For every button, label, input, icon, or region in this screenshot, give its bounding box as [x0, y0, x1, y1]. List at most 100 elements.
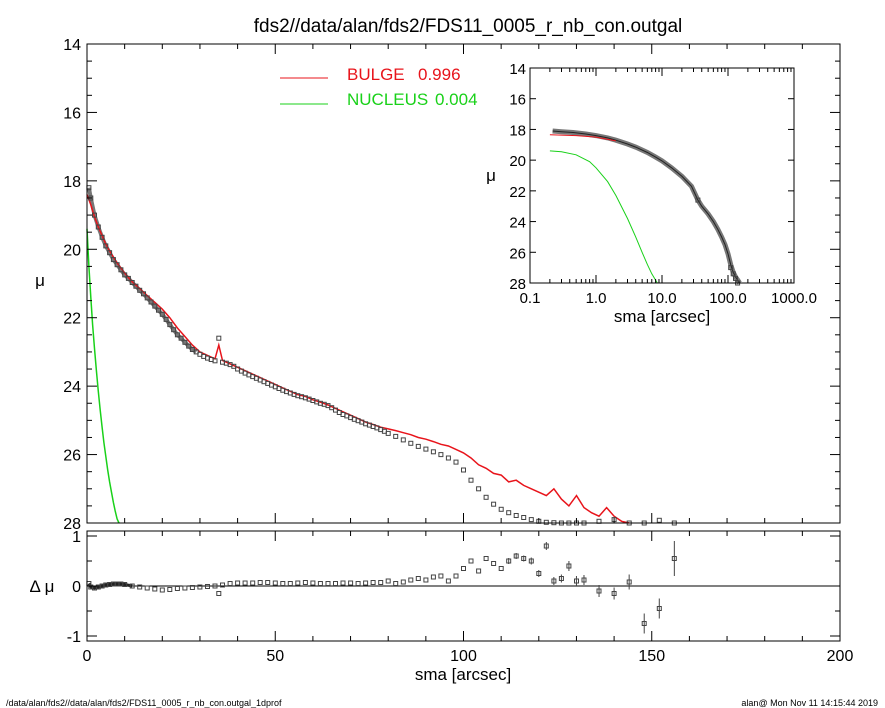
residual-xlabel: sma [arcsec]: [415, 665, 511, 684]
main-ytick-label: 14: [63, 37, 81, 54]
data-point: [385, 430, 391, 436]
data-point: [107, 250, 113, 256]
data-point: [415, 443, 421, 449]
residual-point: [216, 591, 222, 596]
residual-point: [205, 584, 210, 589]
residual-point: [506, 558, 512, 564]
residual-point: [348, 580, 354, 586]
data-point: [114, 262, 120, 268]
residual-point: [445, 578, 451, 584]
data-point: [656, 517, 662, 523]
residual-ytick-label: -1: [67, 629, 81, 646]
residual-point: [656, 606, 662, 611]
inset-curves: [549, 128, 742, 286]
data-point: [498, 506, 504, 512]
residual-point: [483, 556, 489, 561]
legend-nucleus-name: NUCLEUS: [347, 90, 428, 109]
data-point: [110, 257, 116, 263]
nucleus-model-line: [86, 228, 120, 524]
residual-point: [355, 581, 361, 586]
data-point: [408, 440, 414, 446]
residual-point: [558, 576, 564, 581]
residual-point: [626, 579, 632, 585]
inset-ytick-label: 18: [509, 122, 526, 139]
residual-point: [242, 580, 248, 586]
residual-point: [189, 585, 195, 590]
inset-ytick-label: 24: [509, 215, 526, 232]
residual-point: [461, 566, 466, 571]
data-point: [491, 501, 497, 507]
residual-point: [250, 580, 256, 586]
data-point: [171, 327, 177, 333]
data-point: [144, 295, 150, 301]
inset-ytick-label: 16: [509, 92, 526, 109]
data-point: [216, 335, 222, 341]
residual-point: [423, 577, 429, 583]
residual-point: [528, 558, 534, 564]
inset-data-line: [552, 130, 741, 284]
residual-point: [167, 587, 173, 592]
main-panel: 14 16 18 20 22 24 26 28 μ BULGE 0.996 NUCLEUS 0…: [35, 37, 841, 533]
residual-point: [174, 586, 180, 591]
residual-point: [574, 578, 579, 584]
inset-xtick-label: 1.0: [586, 290, 607, 307]
residual-point: [152, 586, 158, 592]
residual-point: [182, 585, 188, 591]
inset-data-point: [730, 271, 736, 277]
residual-xtick-label: 150: [638, 648, 665, 665]
residual-point: [302, 580, 308, 585]
residual-point: [295, 580, 301, 586]
residual-point: [287, 581, 293, 586]
data-band: [86, 187, 198, 354]
residual-point: [317, 581, 323, 586]
residual-point: [257, 580, 263, 585]
residual-point: [521, 556, 527, 561]
footer-user-date: alan@ Mon Nov 11 14:15:44 2019: [741, 698, 878, 708]
inset-xtick-label: 100.0: [709, 290, 747, 307]
residual-point: [280, 581, 286, 586]
data-point: [521, 515, 527, 520]
inset-ytick-label: 14: [509, 61, 526, 78]
residual-point: [227, 581, 233, 586]
residual-point: [543, 543, 549, 549]
data-point: [148, 299, 154, 305]
residual-point: [159, 587, 165, 593]
residual-point: [453, 573, 459, 579]
data-point: [141, 291, 146, 297]
inset-panel: 14 16 18 20 22 24 26 280.1 1.0 10.0 100.0 1000.0 sm…: [486, 61, 817, 326]
residual-point: [498, 566, 504, 571]
residual-point: [536, 571, 542, 576]
data-point: [159, 311, 165, 317]
residual-point: [212, 583, 218, 589]
residual-point: [468, 558, 474, 564]
inset-xtick-label: 0.1: [520, 290, 541, 307]
footer-filename: /data/alan/fds2//data/alan/fds2/FDS11_00…: [6, 698, 282, 708]
residual-point: [235, 580, 241, 586]
page-title: fds2//data/alan/fds2/FDS11_0005_r_nb_con…: [254, 16, 683, 37]
data-point: [453, 459, 459, 465]
residual-ytick-label: 1: [72, 529, 81, 546]
data-point: [393, 433, 399, 439]
data-point: [137, 287, 143, 293]
residual-xtick-label: 50: [266, 648, 284, 665]
legend-bulge-name: BULGE: [347, 65, 405, 84]
residual-point: [197, 584, 203, 590]
residual-point: [370, 580, 376, 585]
residual-ylabel: Δ μ: [30, 577, 55, 596]
inset-ytick-label: 26: [509, 245, 526, 262]
inset-nucleus-model-line: [549, 150, 658, 284]
data-point: [513, 513, 519, 518]
residual-point: [415, 576, 421, 581]
inset-ylabel: μ: [486, 166, 496, 185]
data-point: [528, 517, 534, 523]
residual-point: [137, 584, 143, 590]
data-point: [118, 267, 124, 273]
data-point: [506, 510, 512, 516]
data-point: [438, 452, 444, 458]
inset-data-point: [695, 197, 701, 203]
data-point: [133, 283, 139, 289]
inset-ticks: 14 16 18 20 22 24 26 280.1 1.0 10.0 100.0 1000.0: [509, 61, 817, 307]
data-point: [212, 358, 218, 364]
data-point: [400, 437, 406, 443]
